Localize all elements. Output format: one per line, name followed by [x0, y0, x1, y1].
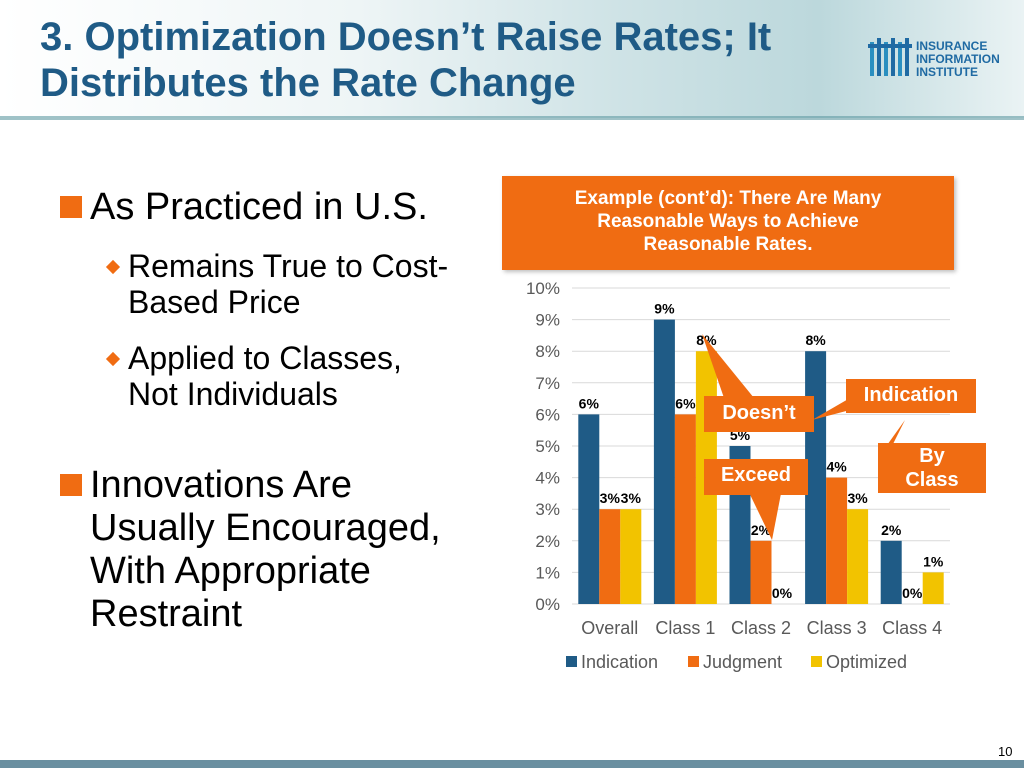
bar-judgment: [826, 477, 848, 604]
bullet-innovations-line-1: Innovations Are: [90, 464, 352, 506]
y-tick-label: 6%: [535, 405, 560, 424]
data-label: 0%: [902, 585, 923, 601]
header-divider: [0, 116, 1024, 120]
y-tick-label: 3%: [535, 500, 560, 519]
data-label: 8%: [805, 332, 826, 348]
bullet-practiced: As Practiced in U.S.: [90, 186, 428, 228]
indication-pointer: [812, 398, 850, 420]
header-band: [0, 0, 1024, 118]
x-tick-label: Class 2: [731, 618, 791, 638]
footer-bar: [0, 760, 1024, 768]
sub-bullet-classes-line-2: Not Individuals: [128, 376, 338, 412]
callout-line-3: Reasonable Rates.: [643, 234, 813, 255]
data-label: 4%: [826, 459, 847, 475]
bar-indication: [805, 351, 827, 604]
by-class-line-1: By: [919, 445, 945, 467]
doesnt-annotation: Doesn’t: [704, 396, 814, 432]
bar-judgment: [599, 509, 621, 604]
x-tick-label: Class 3: [807, 618, 867, 638]
x-tick-label: Class 1: [655, 618, 715, 638]
data-label: 9%: [654, 301, 675, 317]
example-callout: Example (cont’d): There Are Many Reasona…: [502, 176, 954, 270]
callout-line-1: Example (cont’d): There Are Many: [574, 188, 882, 209]
by-class-line-2: Class: [905, 469, 959, 491]
data-label: 3%: [621, 490, 642, 506]
sub-bullet-classes-line-1: Applied to Classes,: [128, 340, 402, 376]
legend-label: Optimized: [826, 652, 907, 672]
page-number: 10: [998, 744, 1013, 759]
bar-optimized: [847, 509, 869, 604]
bar-indication: [578, 414, 600, 604]
legend-label: Indication: [581, 652, 658, 672]
bar-optimized: [922, 572, 944, 604]
bullet-square-icon: [60, 196, 82, 218]
data-label: 6%: [675, 395, 696, 411]
bar-judgment: [750, 540, 772, 604]
exceed-annotation: Exceed: [704, 459, 808, 495]
y-tick-label: 7%: [535, 374, 560, 393]
y-tick-label: 9%: [535, 311, 560, 330]
y-tick-label: 10%: [526, 279, 560, 298]
logo-line-1: INSURANCE: [916, 39, 988, 53]
bullet-innovations-line-2: Usually Encouraged,: [90, 507, 441, 549]
logo-line-3: INSTITUTE: [916, 65, 978, 79]
logo-text: INSURANCE INFORMATION INSTITUTE: [916, 40, 1000, 79]
data-label: 3%: [847, 490, 868, 506]
bar-optimized: [620, 509, 642, 604]
x-tick-label: Class 4: [882, 618, 942, 638]
bar-indication: [653, 319, 675, 604]
title-line-1: 3. Optimization Doesn’t Raise Rates; It: [40, 15, 772, 59]
x-tick-label: Overall: [581, 618, 638, 638]
data-label: 1%: [923, 553, 944, 569]
logo-icon: [868, 38, 912, 76]
legend-swatch: [688, 656, 699, 667]
bullet-innovations-line-3: With Appropriate: [90, 550, 371, 592]
y-tick-label: 4%: [535, 469, 560, 488]
y-tick-label: 0%: [535, 595, 560, 614]
by-class-annotation: By Class: [878, 443, 986, 493]
bar-judgment: [674, 414, 696, 604]
legend-swatch: [566, 656, 577, 667]
y-tick-label: 5%: [535, 437, 560, 456]
data-label: 2%: [881, 522, 902, 538]
logo-line-2: INFORMATION: [916, 52, 1000, 66]
data-label: 3%: [600, 490, 621, 506]
data-label: 6%: [579, 395, 600, 411]
bullet-innovations-line-4: Restraint: [90, 593, 243, 635]
data-label: 0%: [772, 585, 793, 601]
y-tick-label: 1%: [535, 563, 560, 582]
sub-bullet-cost-line-1: Remains True to Cost-: [128, 248, 449, 284]
bullet-square-icon: [60, 474, 82, 496]
page-title: 3. Optimization Doesn’t Raise Rates; It …: [40, 14, 840, 106]
doesnt-pointer: [702, 334, 754, 398]
legend-label: Judgment: [703, 652, 782, 672]
title-line-2: Distributes the Rate Change: [40, 61, 576, 105]
legend-swatch: [811, 656, 822, 667]
y-tick-label: 8%: [535, 342, 560, 361]
y-tick-label: 2%: [535, 532, 560, 551]
sub-bullet-cost-line-2: Based Price: [128, 284, 301, 320]
indication-annotation: Indication: [846, 379, 976, 413]
callout-line-2: Reasonable Ways to Achieve: [597, 211, 859, 232]
bar-indication: [880, 540, 902, 604]
